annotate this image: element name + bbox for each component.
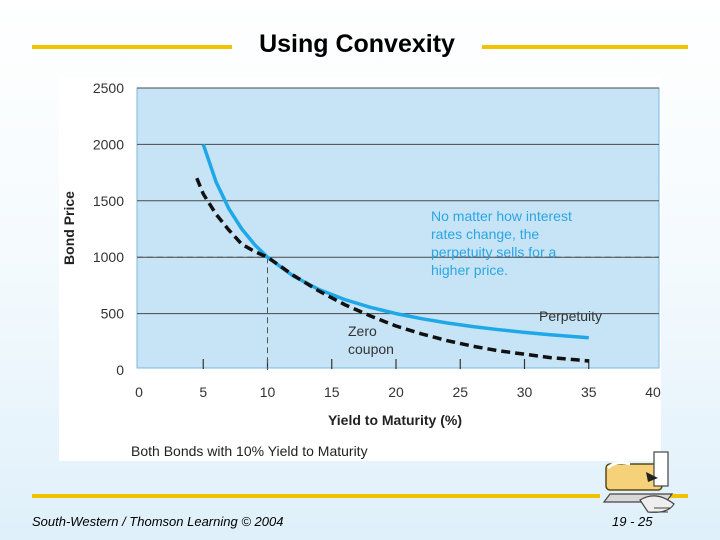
x-tick-label-10: 10 (260, 384, 276, 400)
paper-stack-icon (596, 450, 686, 527)
x-tick-label-15: 15 (324, 384, 340, 400)
x-tick-label-20: 20 (388, 384, 404, 400)
zero-coupon-label-line-2: coupon (348, 341, 394, 357)
slide-title: Using Convexity (259, 30, 455, 58)
y-tick-label-2000: 2000 (93, 136, 124, 152)
y-tick-label-500: 500 (101, 306, 125, 322)
y-tick-label-1000: 1000 (93, 249, 124, 265)
note-line-2: rates change, the (431, 226, 539, 242)
y-tick-label-1500: 1500 (93, 193, 124, 209)
footer-rule-right (662, 494, 688, 498)
note-line-3: perpetuity sells for a (431, 244, 556, 260)
title-rule-left (32, 45, 232, 49)
y-tick-label-0: 0 (116, 362, 124, 378)
x-tick-label-30: 30 (517, 384, 533, 400)
note-line-4: higher price. (431, 262, 508, 278)
x-axis-label: Yield to Maturity (%) (328, 412, 462, 428)
series-line-zero-coupon (195, 177, 589, 363)
x-tick-label-0: 0 (135, 384, 143, 400)
x-tick-label-25: 25 (452, 384, 468, 400)
title-rule-right (482, 45, 688, 49)
chart-figure: 0 500 1000 1500 2000 2500 0 5 10 15 20 25 30 35 40 Yiel… (59, 78, 661, 461)
footer-copyright: South-Western / Thomson Learning © 2004 (32, 514, 284, 529)
x-tick-label-40: 40 (645, 384, 661, 400)
x-tick-label-35: 35 (581, 384, 597, 400)
footer-page-number: 19 - 25 (612, 514, 653, 529)
chart-caption: Both Bonds with 10% Yield to Maturity (131, 443, 368, 459)
zero-coupon-label-line-1: Zero (348, 323, 377, 339)
bond-price-chart: 0 500 1000 1500 2000 2500 0 5 10 15 20 25 30 35 40 Yiel… (61, 80, 661, 428)
x-tick-label-5: 5 (199, 384, 207, 400)
footer-rule (32, 494, 600, 498)
y-tick-label-2500: 2500 (93, 80, 124, 96)
perpetuity-label: Perpetuity (539, 308, 602, 324)
plot-area (136, 87, 660, 369)
note-line-1: No matter how interest (431, 208, 572, 224)
y-axis-label: Bond Price (61, 191, 77, 265)
series-line-perpetuity (201, 143, 589, 340)
